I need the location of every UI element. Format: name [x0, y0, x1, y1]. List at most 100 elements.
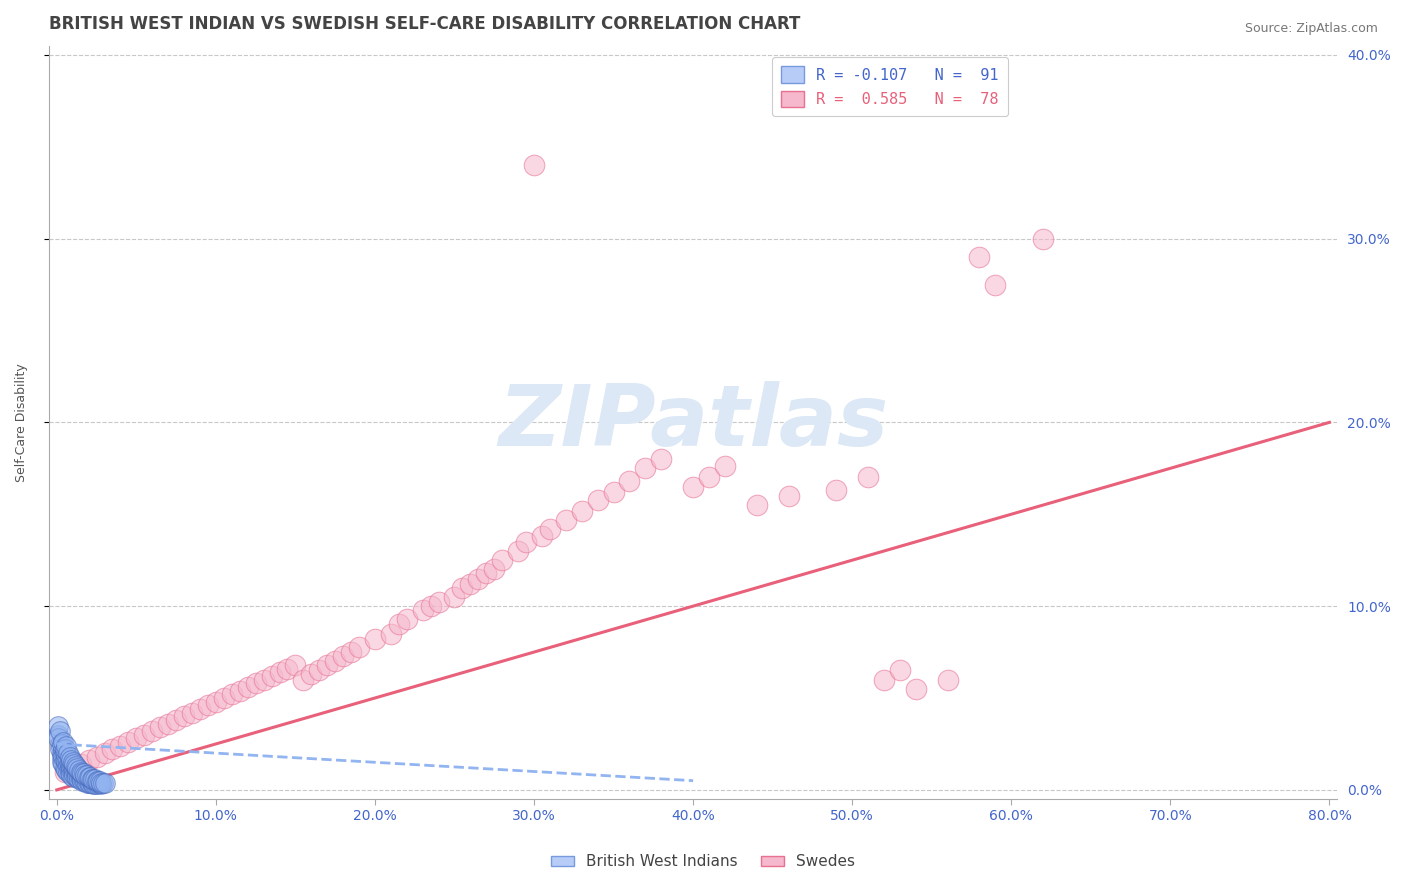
- Point: [52, 749, 75, 764]
- Point: [173, 709, 195, 723]
- Point: [269, 665, 291, 680]
- Point: [451, 581, 474, 595]
- Point: [188, 702, 211, 716]
- Point: [93, 775, 115, 789]
- Point: [332, 648, 354, 663]
- Point: [52, 735, 75, 749]
- Point: [90, 777, 112, 791]
- Point: [80, 772, 103, 786]
- Point: [86, 777, 108, 791]
- Point: [91, 775, 114, 789]
- Point: [252, 673, 274, 687]
- Point: [316, 657, 339, 672]
- Point: [110, 739, 132, 753]
- Point: [236, 680, 259, 694]
- Point: [86, 773, 108, 788]
- Point: [619, 474, 641, 488]
- Point: [65, 764, 87, 779]
- Point: [53, 746, 76, 760]
- Point: [221, 687, 243, 701]
- Point: [284, 657, 307, 672]
- Point: [427, 595, 450, 609]
- Point: [412, 603, 434, 617]
- Point: [292, 673, 315, 687]
- Point: [67, 772, 90, 786]
- Point: [48, 718, 70, 732]
- Point: [86, 773, 108, 788]
- Point: [395, 612, 418, 626]
- Point: [825, 483, 848, 498]
- Point: [530, 529, 553, 543]
- Point: [181, 706, 204, 720]
- Point: [602, 485, 624, 500]
- Point: [125, 731, 148, 746]
- Point: [508, 544, 530, 558]
- Y-axis label: Self-Care Disability: Self-Care Disability: [15, 363, 28, 482]
- Point: [89, 773, 111, 788]
- Point: [443, 590, 465, 604]
- Point: [69, 768, 91, 782]
- Point: [117, 735, 139, 749]
- Point: [308, 664, 330, 678]
- Point: [48, 731, 70, 746]
- Point: [460, 577, 482, 591]
- Point: [60, 754, 83, 768]
- Point: [79, 772, 101, 786]
- Point: [77, 770, 100, 784]
- Point: [53, 742, 76, 756]
- Point: [62, 761, 84, 775]
- Point: [60, 763, 83, 777]
- Point: [58, 766, 80, 780]
- Point: [58, 749, 80, 764]
- Point: [73, 770, 96, 784]
- Point: [523, 158, 546, 172]
- Point: [364, 632, 387, 647]
- Point: [538, 522, 561, 536]
- Point: [84, 777, 107, 791]
- Point: [82, 777, 104, 791]
- Point: [62, 764, 84, 779]
- Point: [77, 754, 100, 768]
- Point: [475, 566, 498, 580]
- Point: [77, 775, 100, 789]
- Point: [66, 761, 89, 775]
- Point: [984, 277, 1007, 292]
- Point: [84, 773, 107, 788]
- Point: [62, 770, 84, 784]
- Point: [70, 770, 93, 784]
- Point: [347, 640, 370, 654]
- Point: [66, 770, 89, 784]
- Point: [55, 739, 77, 753]
- Point: [55, 756, 77, 770]
- Point: [634, 461, 657, 475]
- Legend: R = -0.107   N =  91, R =  0.585   N =  78: R = -0.107 N = 91, R = 0.585 N = 78: [772, 57, 1008, 116]
- Point: [69, 757, 91, 772]
- Point: [70, 766, 93, 780]
- Point: [60, 759, 83, 773]
- Point: [76, 772, 98, 786]
- Point: [197, 698, 219, 713]
- Point: [73, 766, 96, 780]
- Point: [856, 470, 879, 484]
- Point: [484, 562, 506, 576]
- Point: [205, 695, 228, 709]
- Point: [778, 489, 800, 503]
- Point: [48, 728, 70, 742]
- Point: [65, 759, 87, 773]
- Point: [165, 713, 187, 727]
- Point: [79, 770, 101, 784]
- Point: [467, 572, 489, 586]
- Point: [650, 452, 672, 467]
- Point: [80, 773, 103, 788]
- Point: [51, 749, 73, 764]
- Point: [51, 737, 73, 751]
- Point: [904, 681, 927, 696]
- Point: [491, 553, 513, 567]
- Point: [49, 724, 72, 739]
- Point: [889, 664, 911, 678]
- Point: [149, 720, 172, 734]
- Point: [62, 756, 84, 770]
- Point: [873, 673, 896, 687]
- Point: [76, 775, 98, 789]
- Point: [58, 757, 80, 772]
